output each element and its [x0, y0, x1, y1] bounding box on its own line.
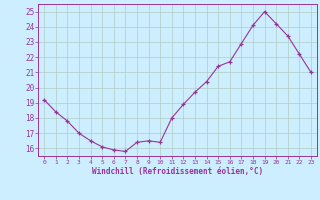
X-axis label: Windchill (Refroidissement éolien,°C): Windchill (Refroidissement éolien,°C): [92, 167, 263, 176]
